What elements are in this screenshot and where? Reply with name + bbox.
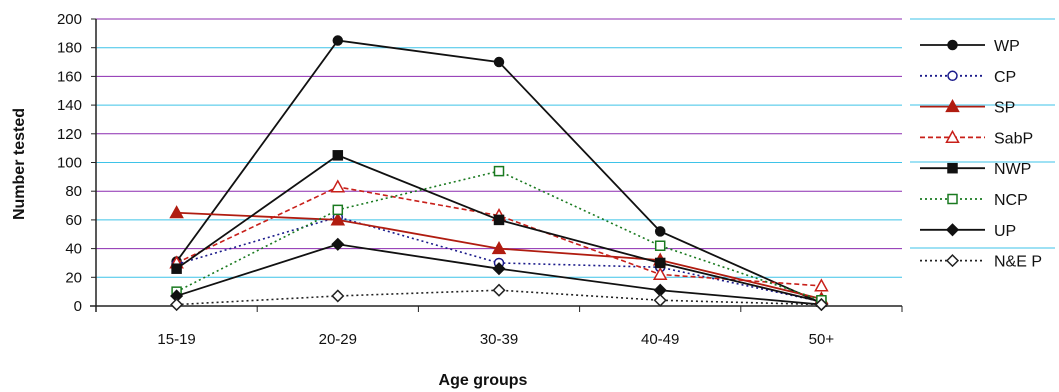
y-tick-label: 120 — [57, 126, 82, 143]
legend-label: NWP — [994, 161, 1031, 178]
series-up — [170, 237, 828, 312]
data-point — [493, 165, 505, 177]
legend-label: CP — [994, 69, 1016, 86]
data-point — [330, 212, 346, 226]
data-point — [945, 223, 960, 237]
y-tick-label: 100 — [57, 155, 82, 172]
gridlines — [96, 18, 1055, 278]
data-point — [947, 193, 958, 205]
y-tick-label: 200 — [57, 11, 82, 28]
data-point — [169, 205, 184, 219]
data-point — [653, 293, 667, 307]
data-point — [945, 99, 960, 113]
data-point — [493, 56, 505, 68]
data-point — [332, 35, 344, 46]
legend-item: NWP — [920, 161, 1031, 178]
x-tick-label: 50+ — [809, 331, 835, 348]
series-group — [169, 35, 829, 312]
data-point — [332, 204, 344, 216]
data-point — [945, 129, 960, 143]
data-point — [654, 240, 666, 251]
y-tick-label: 0 — [74, 298, 82, 315]
legend-item: CP — [920, 69, 1016, 86]
x-tick-label: 20-29 — [319, 331, 357, 348]
data-point — [492, 283, 506, 297]
data-point — [947, 70, 958, 82]
legend-item: WP — [920, 38, 1020, 55]
data-point — [652, 266, 668, 280]
data-point — [171, 263, 182, 274]
x-axis-label: Age groups — [439, 372, 528, 389]
legend-item: SP — [920, 99, 1015, 117]
series-sabp — [169, 179, 829, 292]
data-point — [492, 262, 506, 276]
x-tick-label: 40-49 — [641, 331, 679, 348]
legend-label: UP — [994, 223, 1016, 240]
legend-item: NCP — [920, 192, 1028, 209]
legend-label: SP — [994, 100, 1015, 117]
x-tick-label: 15-19 — [157, 331, 195, 348]
data-point — [331, 289, 345, 303]
y-axis-ticks: 0 20 40 60 80 100 120 140 160 180 200 — [57, 11, 96, 315]
legend-label: N&E P — [994, 254, 1042, 271]
data-point — [947, 162, 958, 174]
x-tick-label: 30-39 — [480, 331, 518, 348]
legend: WP CP SP SabP NWP NCP UP N&E P — [920, 38, 1042, 271]
y-tick-label: 140 — [57, 97, 82, 114]
x-axis-ticks: 15-19 20-29 30-39 40-49 50+ — [95, 306, 903, 348]
y-tick-label: 180 — [57, 40, 82, 57]
data-point — [945, 254, 960, 268]
data-point — [491, 241, 507, 255]
data-point — [331, 237, 345, 251]
y-tick-label: 80 — [65, 183, 82, 200]
series-n-e-p — [170, 283, 828, 312]
legend-label: SabP — [994, 130, 1033, 147]
data-point — [654, 257, 666, 269]
legend-item: UP — [920, 223, 1016, 240]
data-point — [332, 150, 344, 161]
axes — [90, 19, 902, 312]
y-tick-label: 40 — [65, 241, 82, 258]
data-point — [814, 298, 828, 312]
legend-item: N&E P — [920, 254, 1042, 271]
data-point — [330, 179, 346, 193]
data-point — [814, 278, 829, 292]
y-tick-label: 60 — [65, 212, 82, 229]
legend-label: NCP — [994, 192, 1028, 209]
legend-item: SabP — [920, 129, 1033, 147]
data-point — [493, 214, 505, 226]
legend-label: WP — [994, 38, 1020, 55]
y-tick-label: 20 — [65, 269, 82, 286]
data-point — [654, 226, 666, 237]
y-tick-label: 160 — [57, 68, 82, 85]
data-point — [170, 298, 184, 312]
y-axis-label: Number tested — [11, 108, 28, 220]
data-point — [947, 39, 958, 51]
